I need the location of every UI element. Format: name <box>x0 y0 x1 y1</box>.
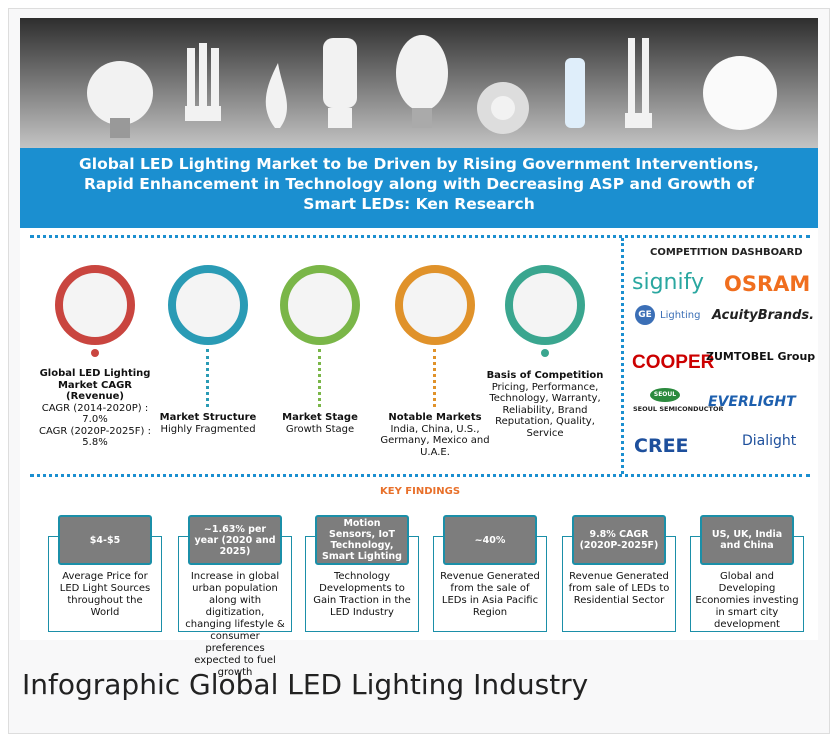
finding-head: ~40% <box>443 515 537 565</box>
finding-head: $4-$5 <box>58 515 152 565</box>
metric-icon <box>395 265 475 345</box>
finding-head: Motion Sensors, IoT Technology, Smart Li… <box>315 515 409 565</box>
connector <box>433 349 436 407</box>
logo: CREE <box>634 435 689 457</box>
key-findings-title: KEY FINDINGS <box>380 486 460 497</box>
metric-line: CAGR (2014-2020P) : 7.0% <box>30 403 160 426</box>
metric-title: Market Stage <box>255 412 385 424</box>
pin <box>541 349 549 357</box>
logo: COOPER <box>632 352 714 374</box>
metric-title: Global LED Lighting Market CAGR (Revenue… <box>30 368 160 403</box>
metric-line: Highly Fragmented <box>143 424 273 436</box>
logo: SEOUL <box>650 388 680 402</box>
logo: Lighting <box>660 310 700 321</box>
metric-line: CAGR (2020P-2025F) : 5.8% <box>30 426 160 449</box>
logo: EVERLIGHT <box>708 394 796 410</box>
pin <box>91 349 99 357</box>
connector <box>206 349 209 407</box>
finding-head: US, UK, India and China <box>700 515 794 565</box>
caption: Infographic Global LED Lighting Industry <box>22 668 588 701</box>
metric: Global LED Lighting Market CAGR (Revenue… <box>30 368 160 449</box>
metric-title: Market Structure <box>143 412 273 424</box>
logo: GE <box>635 305 655 325</box>
logo: OSRAM <box>724 272 810 296</box>
logo: AcuityBrands. <box>712 308 814 323</box>
metric-title: Basis of Competition <box>480 370 610 382</box>
divider <box>30 235 810 238</box>
bulb-photo <box>20 18 818 148</box>
metric-line: Growth Stage <box>255 424 385 436</box>
dashboard-title: COMPETITION DASHBOARD <box>650 247 803 258</box>
logo: signify <box>632 270 704 295</box>
logo: Dialight <box>742 433 796 449</box>
divider <box>30 474 810 477</box>
metric-icon <box>505 265 585 345</box>
logo: ZUMTOBEL Group <box>706 350 815 363</box>
finding-head: ~1.63% per year (2020 and 2025) <box>188 515 282 565</box>
metric-icon <box>55 265 135 345</box>
banner-title: Global LED Lighting Market to be Driven … <box>20 148 818 228</box>
finding-head: 9.8% CAGR (2020P-2025F) <box>572 515 666 565</box>
metric-line: Pricing, Performance, Technology, Warran… <box>480 382 610 440</box>
divider <box>621 238 624 474</box>
metric-icon <box>168 265 248 345</box>
metric-icon <box>280 265 360 345</box>
connector <box>318 349 321 407</box>
page: Global LED Lighting Market to be Driven … <box>0 0 838 742</box>
